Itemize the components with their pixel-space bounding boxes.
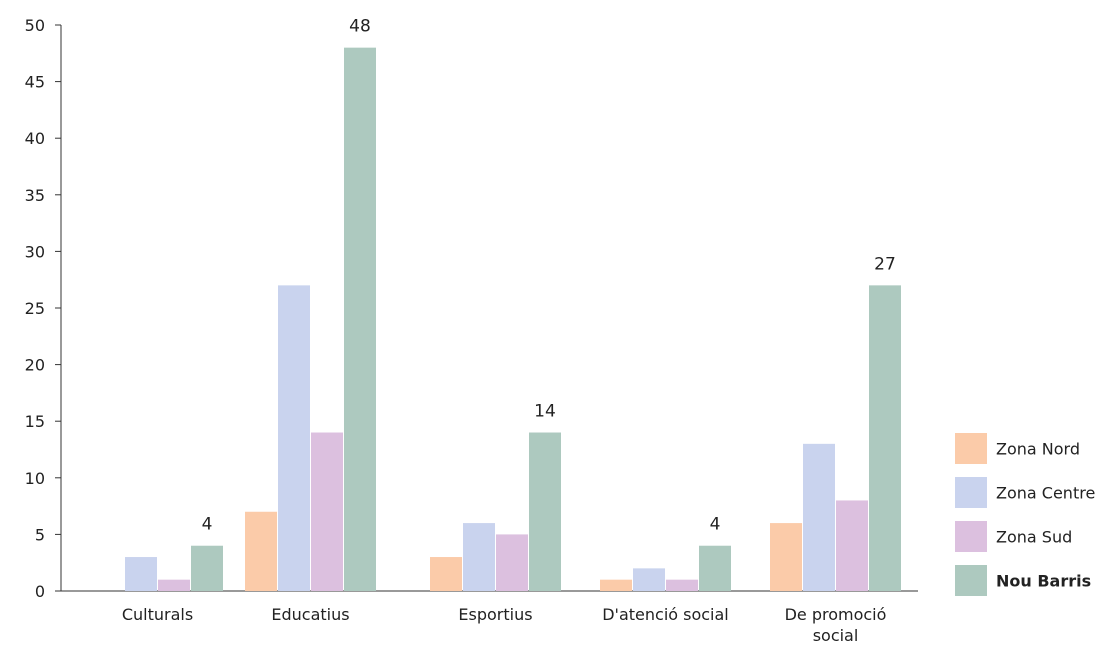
data-label: 14 — [534, 402, 556, 422]
category-label-line: Educatius — [271, 605, 349, 624]
legend-swatch — [955, 433, 987, 464]
category-label-line: Esportius — [458, 605, 532, 624]
bar-nou-barris — [869, 285, 901, 591]
y-axis: 0 5 10 15 20 25 30 35 40 45 50 — [25, 16, 62, 601]
legend-label: Nou Barris — [996, 572, 1091, 591]
bar-zona-centre — [463, 523, 495, 591]
x-axis: Culturals Educatius Esportius D'atenció soc… — [61, 590, 918, 645]
y-tick-label: 10 — [25, 469, 45, 488]
bar-zona-sud — [311, 432, 343, 591]
category-label-line: De promoció — [785, 605, 887, 624]
bar-nou-barris — [191, 545, 223, 591]
y-tick-label: 35 — [25, 186, 45, 205]
bar-nou-barris — [344, 47, 376, 591]
bar-nou-barris — [699, 545, 731, 591]
category-label: Educatius — [271, 605, 349, 624]
data-label: 4 — [202, 515, 213, 535]
y-tick-label: 40 — [25, 129, 45, 148]
legend-label: Zona Sud — [996, 528, 1072, 547]
legend-label: Zona Nord — [996, 440, 1080, 459]
y-tick-label: 15 — [25, 412, 45, 431]
y-tick-label: 45 — [25, 73, 45, 92]
legend-swatch — [955, 565, 987, 596]
data-label: 48 — [349, 17, 371, 37]
data-label: 27 — [874, 254, 896, 274]
bar-zona-nord — [600, 579, 632, 591]
bar-zona-nord — [430, 557, 462, 591]
legend-swatch — [955, 521, 987, 552]
category-label: De promoció social — [785, 605, 887, 645]
y-tick-label: 50 — [25, 16, 45, 35]
category-label-line: social — [813, 626, 859, 645]
category-label: D'atenció social — [602, 605, 729, 624]
data-label: 4 — [710, 515, 721, 535]
category-label: Culturals — [122, 605, 193, 624]
y-tick-label: 20 — [25, 356, 45, 375]
bars — [125, 47, 901, 591]
y-tick-label: 30 — [25, 242, 45, 261]
category-label-line: Culturals — [122, 605, 193, 624]
bar-zona-nord — [245, 511, 277, 591]
bar-zona-sud — [836, 500, 868, 591]
category-label: Esportius — [458, 605, 532, 624]
bar-zona-sud — [666, 579, 698, 591]
category-label-line: D'atenció social — [602, 605, 729, 624]
legend-swatch — [955, 477, 987, 508]
bar-zona-sud — [496, 534, 528, 591]
legend: Zona Nord Zona Centre Zona Sud Nou Barris — [955, 433, 1095, 596]
legend-label: Zona Centre — [996, 484, 1095, 503]
bar-zona-nord — [770, 523, 802, 591]
bar-zona-centre — [803, 443, 835, 591]
y-tick-label: 25 — [25, 299, 45, 318]
y-tick-label: 0 — [35, 582, 45, 601]
bar-zona-sud — [158, 579, 190, 591]
bar-zona-centre — [278, 285, 310, 591]
bar-zona-centre — [125, 557, 157, 591]
bar-nou-barris — [529, 432, 561, 591]
bar-zona-centre — [633, 568, 665, 591]
y-tick-label: 5 — [35, 525, 45, 544]
data-labels: 4 48 14 4 27 — [202, 17, 896, 535]
